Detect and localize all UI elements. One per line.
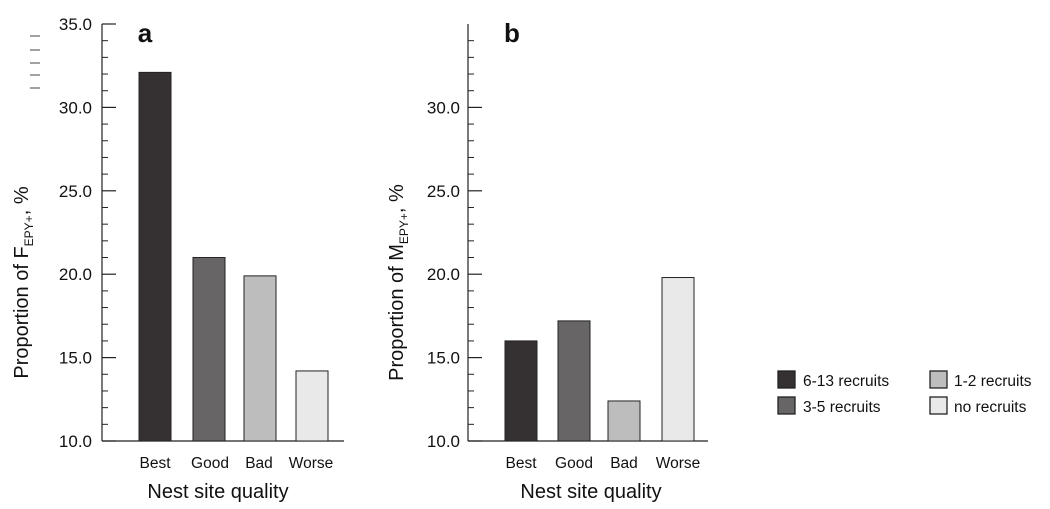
legend-label: no recruits — [954, 399, 1027, 416]
x-tick-label: Best — [505, 455, 537, 472]
y-tick-label: 30.0 — [59, 98, 92, 117]
panel-b: 10.0 15.0 20.0 25.0 30.0 Best Good Bad Worse Nest… — [386, 18, 708, 503]
y-tick-label: 25.0 — [59, 182, 92, 201]
bar-best — [138, 71, 172, 442]
legend-label: 6-13 recruits — [803, 373, 889, 390]
y-tick-label: 20.0 — [427, 265, 460, 284]
bar-worse — [661, 277, 695, 442]
y-tick-label: 30.0 — [427, 98, 460, 117]
legend-label: 1-2 recruits — [954, 373, 1032, 390]
legend-swatch — [929, 396, 948, 415]
legend-swatch — [929, 370, 948, 389]
x-axis-title: Nest site quality — [520, 481, 661, 503]
legend-swatch — [777, 396, 796, 415]
panel-a: 10.0 15.0 20.0 25.0 30.0 35.0 Best Good Bad Worse… — [11, 15, 344, 503]
x-tick-label: Good — [555, 455, 593, 472]
y-tick-label: 10.0 — [427, 432, 460, 451]
x-axis-title: Nest site quality — [147, 481, 288, 503]
panel-letter: a — [138, 18, 153, 48]
y-tick-label: 35.0 — [59, 15, 92, 34]
legend: 6-13 recruits 1-2 recruits 3-5 recruits no … — [777, 370, 1032, 416]
y-axis-title: Proportion of MEPY+, % — [386, 184, 411, 381]
bar-bad — [243, 275, 277, 442]
bar-worse — [295, 370, 329, 442]
y-tick-label: 15.0 — [59, 349, 92, 368]
panel-letter: b — [504, 18, 520, 48]
bar-good — [192, 257, 226, 442]
legend-label: 3-5 recruits — [803, 399, 881, 416]
x-tick-label: Worse — [289, 455, 334, 472]
bar-best — [504, 340, 538, 442]
y-tick-label: 20.0 — [59, 265, 92, 284]
x-tick-label: Best — [139, 455, 171, 472]
y-tick-label: 25.0 — [427, 182, 460, 201]
y-tick-label: 10.0 — [59, 432, 92, 451]
y-axis-title: Proportion of FEPY+, % — [11, 186, 36, 378]
y-tick-label: 15.0 — [427, 349, 460, 368]
bar-bad — [607, 400, 641, 442]
legend-swatch — [777, 370, 796, 389]
x-tick-label: Worse — [656, 455, 701, 472]
x-tick-label: Bad — [610, 455, 638, 472]
x-tick-label: Good — [191, 455, 229, 472]
x-tick-label: Bad — [245, 455, 273, 472]
bar-good — [557, 320, 591, 442]
